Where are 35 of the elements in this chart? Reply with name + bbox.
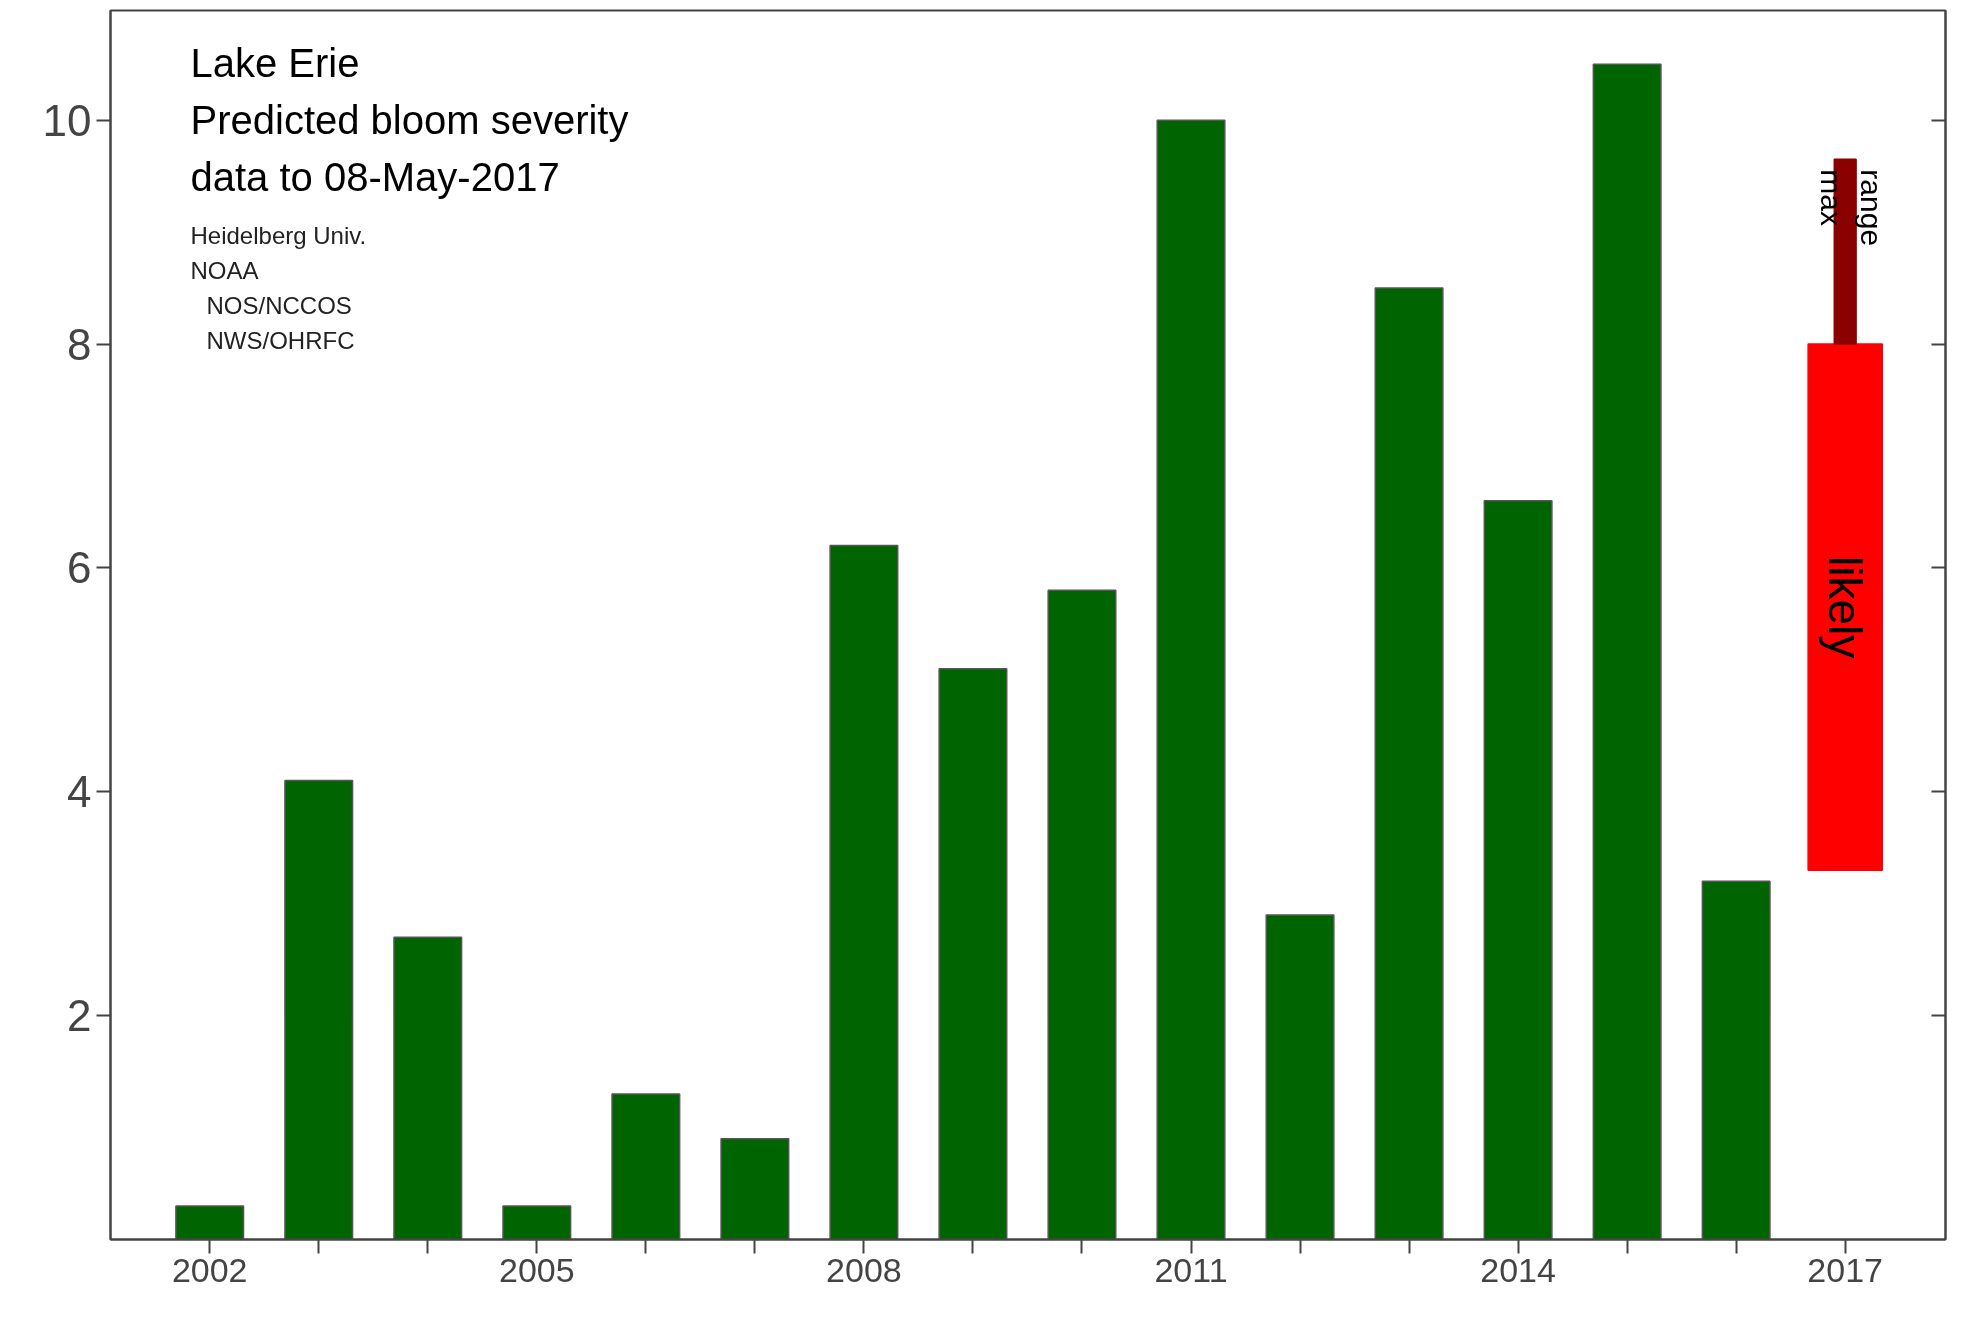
series-label: likely xyxy=(1819,555,1872,659)
x-tick-label: 2002 xyxy=(171,1250,248,1289)
y-tick-label: 8 xyxy=(67,319,92,369)
x-tick-label: 2014 xyxy=(1480,1250,1556,1289)
annotation: Heidelberg Univ. xyxy=(190,221,367,249)
bar xyxy=(284,779,354,1240)
series-label: max range xyxy=(1814,169,1888,247)
bar xyxy=(938,667,1008,1240)
bar xyxy=(611,1093,681,1240)
bar xyxy=(175,1205,245,1240)
y-tick-label: 2 xyxy=(67,991,92,1041)
bar xyxy=(1701,880,1771,1240)
text: Lake Erie xyxy=(190,40,360,85)
text: Predicted bloom severity data to 08-May-2017 xyxy=(190,97,629,199)
bar xyxy=(829,544,899,1240)
bar xyxy=(1483,500,1553,1240)
x-tick-label: 2008 xyxy=(826,1250,902,1289)
annotation: NOAA xyxy=(190,256,259,284)
bar xyxy=(502,1205,572,1240)
bar xyxy=(1592,63,1662,1240)
y-tick-label: 6 xyxy=(67,543,92,593)
x-tick-label: 2011 xyxy=(1154,1250,1228,1289)
bar xyxy=(1156,119,1226,1240)
annotation: NWS/OHRFC xyxy=(206,326,355,354)
bar xyxy=(1807,343,1884,871)
y-tick-label: 10 xyxy=(42,95,92,145)
bar xyxy=(1374,287,1444,1240)
annotation: NOS/NCCOS xyxy=(206,291,352,319)
x-tick-label: 2017 xyxy=(1807,1250,1884,1289)
bar xyxy=(393,936,463,1240)
bar xyxy=(1047,589,1117,1240)
bar xyxy=(1265,914,1335,1240)
bar xyxy=(720,1138,790,1240)
y-tick-label: 4 xyxy=(67,767,92,817)
x-tick-label: 2005 xyxy=(498,1250,575,1289)
